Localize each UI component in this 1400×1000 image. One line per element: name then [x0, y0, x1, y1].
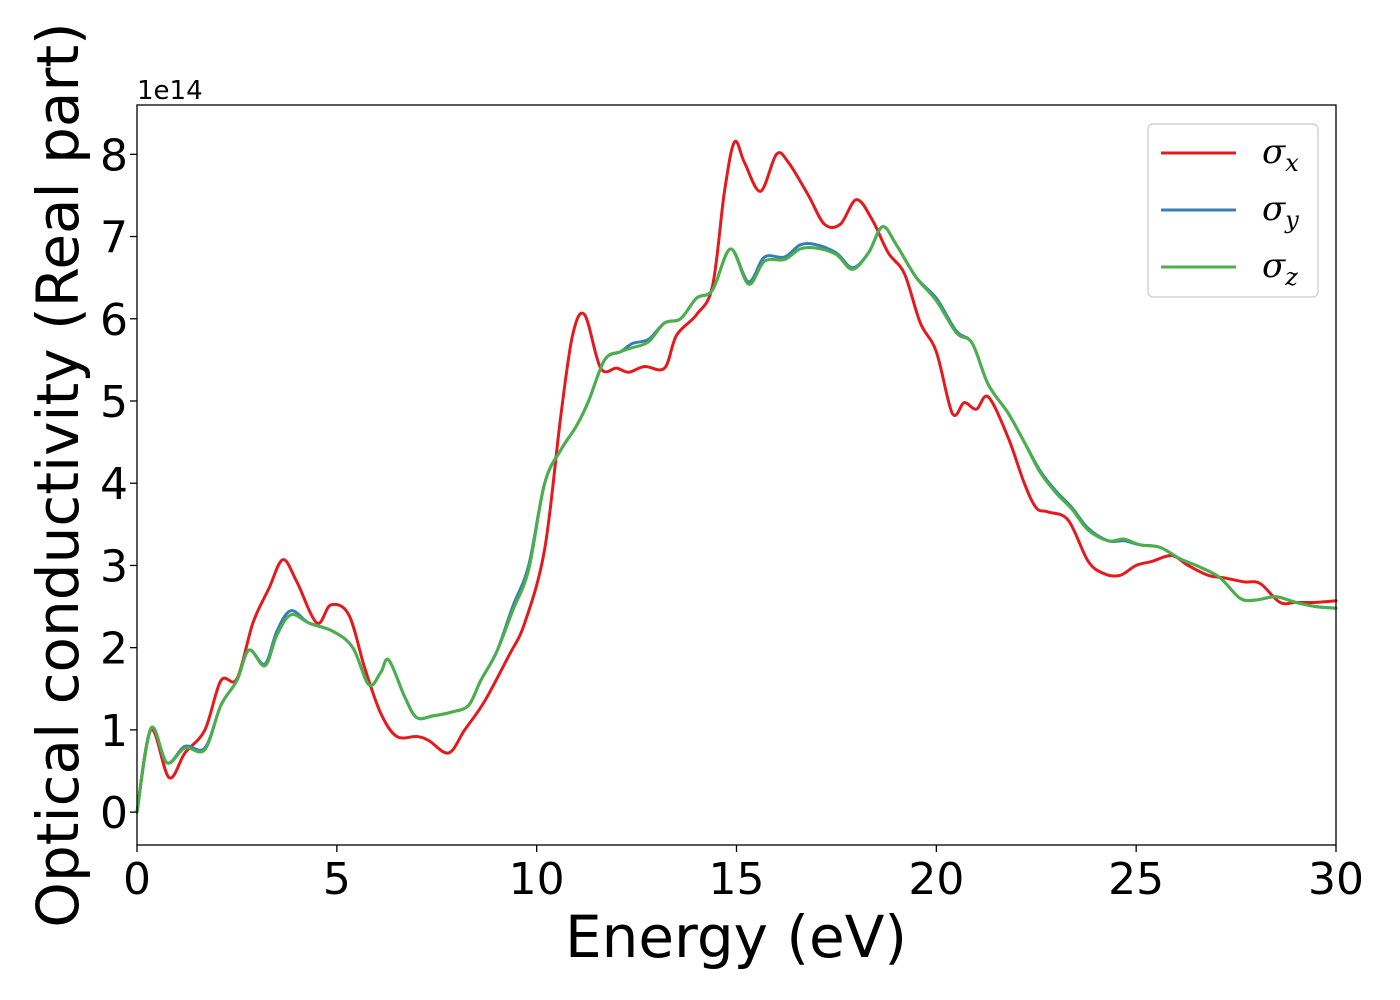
- y-tick-label: 6: [100, 295, 128, 346]
- y-tick-label: 2: [100, 624, 128, 675]
- x-tick-label: 25: [1108, 854, 1164, 905]
- x-tick-label: 10: [509, 854, 565, 905]
- x-axis-label: Energy (eV): [565, 903, 907, 971]
- y-tick-label: 8: [100, 130, 128, 181]
- x-tick-label: 20: [908, 854, 964, 905]
- y-tick-label: 4: [100, 459, 128, 510]
- legend-label-y: σy: [1262, 189, 1299, 234]
- y-tick-label: 7: [100, 213, 128, 264]
- y-axis-label: Optical conductivity (Real part): [24, 22, 92, 927]
- series-line-z: [135, 225, 1338, 814]
- x-axis-ticks: 0 5 10 15 20 25 30: [123, 845, 1364, 905]
- x-tick-label: 30: [1308, 854, 1364, 905]
- series-layer: [135, 139, 1338, 814]
- series-line-x: [135, 139, 1338, 814]
- y-tick-label: 1: [100, 706, 128, 757]
- y-axis-ticks: 0 1 2 3 4 5 6 7 8: [100, 130, 137, 839]
- series-line-y: [135, 225, 1338, 814]
- legend-label-z: σz: [1262, 246, 1298, 291]
- x-tick-label: 0: [123, 854, 151, 905]
- y-tick-label: 5: [100, 377, 128, 428]
- y-tick-label: 3: [100, 541, 128, 592]
- y-tick-label: 0: [100, 788, 128, 839]
- y-offset-label: 1e14: [137, 76, 203, 106]
- x-tick-label: 5: [323, 854, 351, 905]
- legend-label-x: σx: [1262, 132, 1299, 177]
- legend: σx σy σz: [1147, 123, 1319, 298]
- x-tick-label: 15: [709, 854, 765, 905]
